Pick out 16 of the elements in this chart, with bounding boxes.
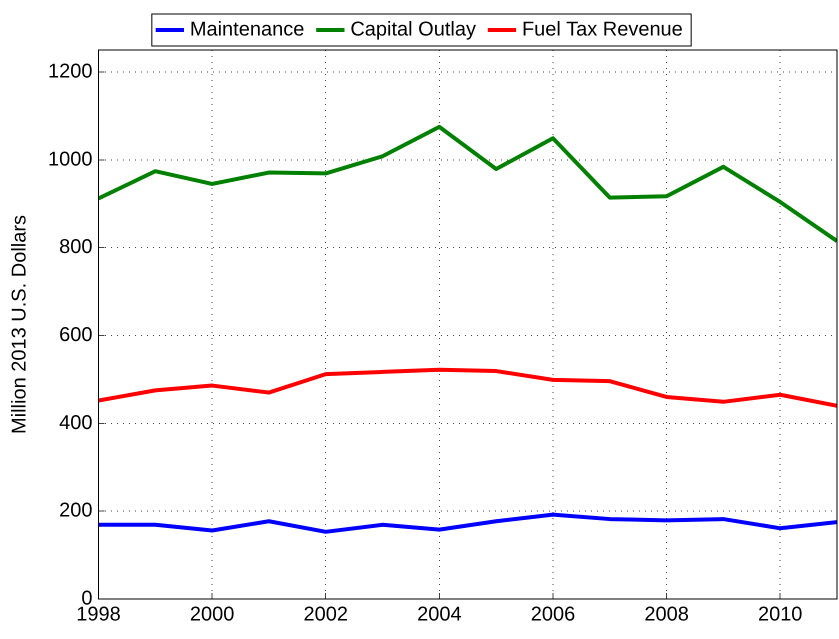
y-tick-label: 200 [59,500,92,522]
y-tick-label: 1000 [48,148,92,170]
legend-label: Fuel Tax Revenue [522,18,683,41]
x-tick-label: 2000 [190,604,234,626]
y-tick-label: 800 [59,236,92,258]
y-axis-title: Million 2013 U.S. Dollars [8,215,31,434]
x-tick-label: 2008 [644,604,689,626]
x-tick-label: 2004 [417,604,462,626]
legend-label: Capital Outlay [350,18,476,41]
x-tick-label: 2010 [758,604,802,626]
y-tick-label: 400 [59,412,92,434]
y-tick-label: 600 [59,324,92,346]
x-tick-label: 2006 [530,604,576,626]
y-tick-label: 1200 [48,60,92,82]
x-tick-label: 2002 [303,604,348,626]
legend-label: Maintenance [190,18,304,41]
